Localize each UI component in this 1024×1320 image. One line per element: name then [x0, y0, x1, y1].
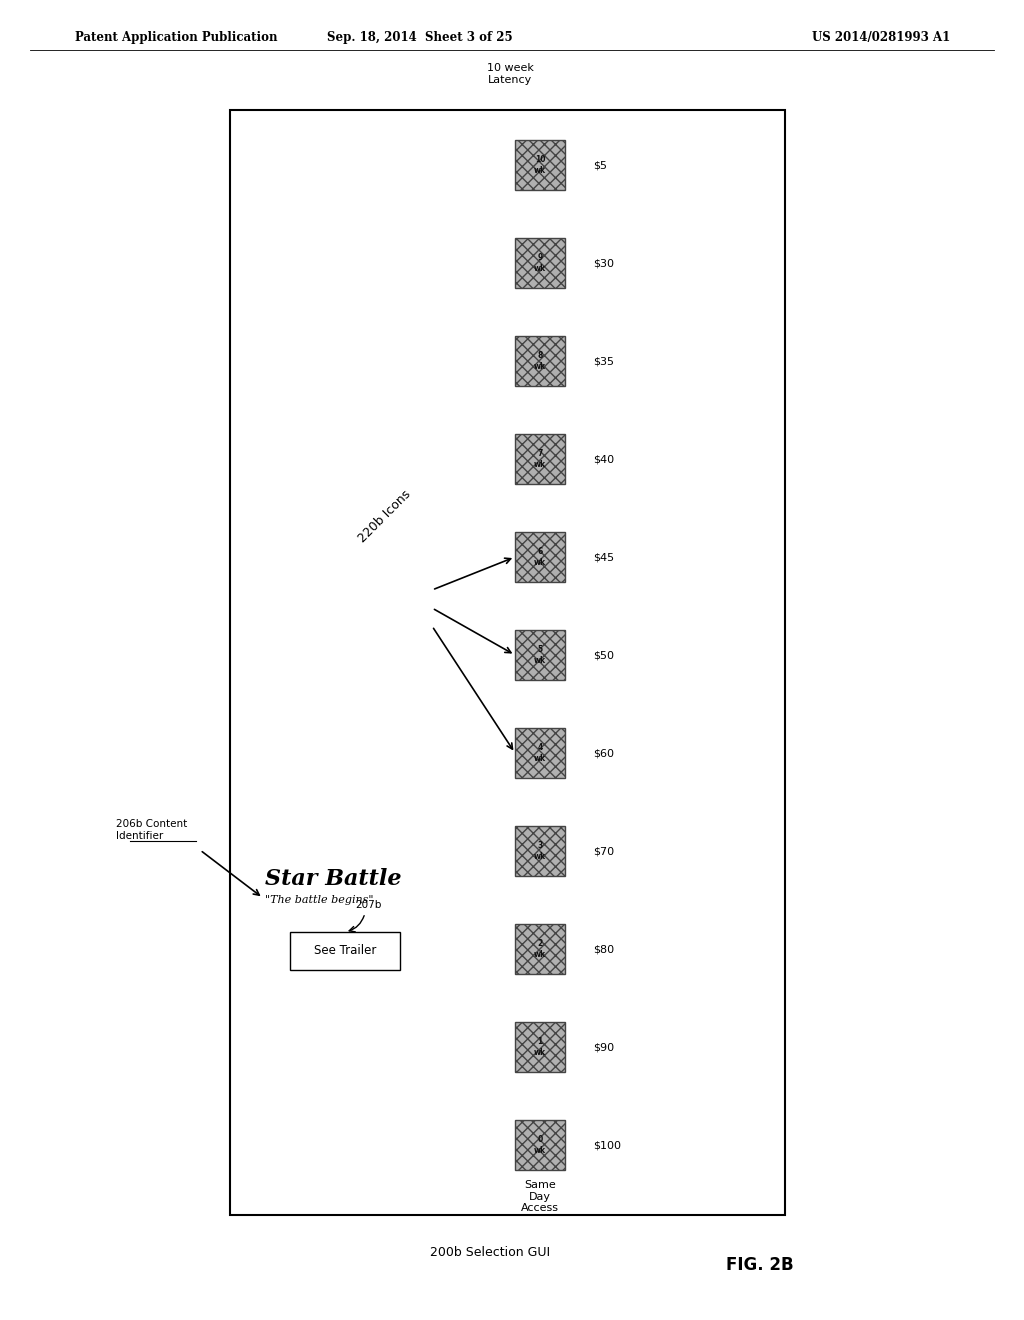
Text: 7
wk: 7 wk: [534, 449, 546, 469]
Bar: [230, 110, 785, 1214]
Text: 5
wk: 5 wk: [534, 645, 546, 665]
Text: $40: $40: [593, 454, 614, 465]
Bar: [515, 924, 565, 974]
Text: 220b Icons: 220b Icons: [356, 487, 414, 545]
Text: $100: $100: [593, 1140, 621, 1150]
Bar: [515, 434, 565, 484]
Bar: [515, 826, 565, 876]
Bar: [515, 238, 565, 288]
Text: Sep. 18, 2014  Sheet 3 of 25: Sep. 18, 2014 Sheet 3 of 25: [328, 30, 513, 44]
Text: $80: $80: [593, 944, 614, 954]
Text: 10 week
Latency: 10 week Latency: [486, 63, 534, 84]
Text: "The battle begins": "The battle begins": [265, 895, 374, 906]
Bar: [515, 1022, 565, 1072]
Text: 6
wk: 6 wk: [534, 548, 546, 566]
Text: $90: $90: [593, 1041, 614, 1052]
Text: $35: $35: [593, 356, 614, 366]
Text: US 2014/0281993 A1: US 2014/0281993 A1: [812, 30, 950, 44]
Bar: [290, 932, 400, 970]
Text: $45: $45: [593, 552, 614, 562]
Text: Same
Day
Access: Same Day Access: [521, 1180, 559, 1213]
Text: Star Battle: Star Battle: [265, 869, 401, 890]
Text: 3
wk: 3 wk: [534, 841, 546, 861]
Text: See Trailer: See Trailer: [313, 945, 376, 957]
Text: 0
wk: 0 wk: [534, 1135, 546, 1155]
Text: $50: $50: [593, 649, 614, 660]
Text: 8
wk: 8 wk: [534, 351, 546, 371]
Text: 9
wk: 9 wk: [534, 253, 546, 273]
Text: $70: $70: [593, 846, 614, 855]
Text: $30: $30: [593, 257, 614, 268]
Text: 4
wk: 4 wk: [534, 743, 546, 763]
Text: Patent Application Publication: Patent Application Publication: [75, 30, 278, 44]
Text: 200b Selection GUI: 200b Selection GUI: [430, 1246, 550, 1258]
Text: 10
wk: 10 wk: [534, 156, 546, 174]
Bar: [515, 1119, 565, 1170]
Text: FIG. 2B: FIG. 2B: [726, 1257, 794, 1274]
Text: 2
wk: 2 wk: [534, 940, 546, 958]
Bar: [515, 532, 565, 582]
Text: 1
wk: 1 wk: [534, 1038, 546, 1057]
Bar: [515, 140, 565, 190]
Bar: [515, 337, 565, 385]
Text: 207b: 207b: [355, 900, 381, 909]
Bar: [515, 729, 565, 777]
Text: $5: $5: [593, 160, 607, 170]
Text: 206b Content
Identifier: 206b Content Identifier: [117, 820, 187, 841]
Text: $60: $60: [593, 748, 614, 758]
Bar: [515, 630, 565, 680]
